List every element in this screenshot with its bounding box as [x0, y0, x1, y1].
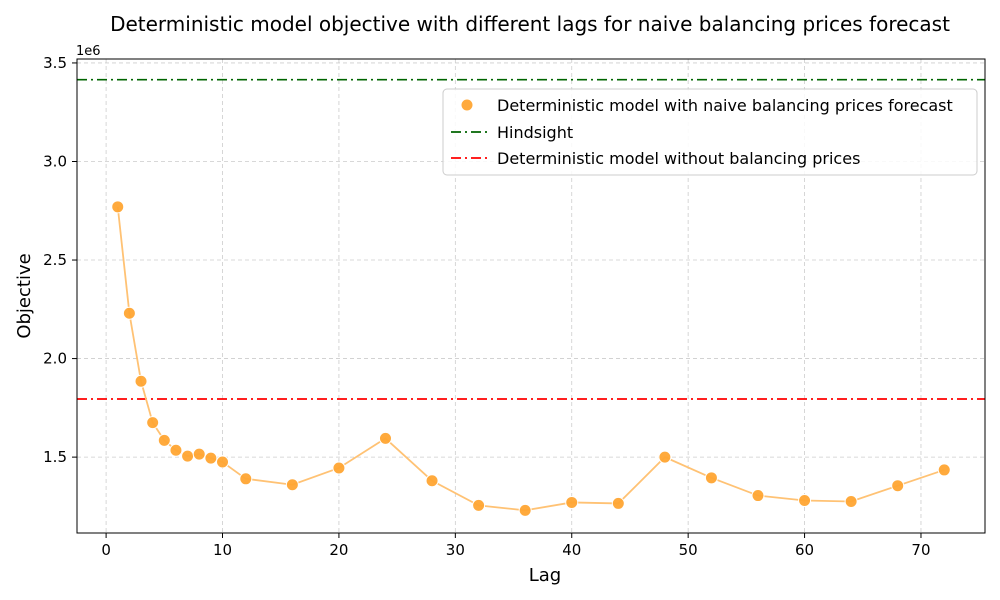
y-tick-label: 1.5: [43, 448, 67, 466]
data-point: [798, 493, 812, 507]
y-offset-label: 1e6: [76, 44, 101, 59]
data-point: [332, 461, 346, 475]
data-point: [378, 431, 392, 445]
legend-label: Hindsight: [497, 123, 573, 142]
data-point: [157, 433, 171, 447]
data-point: [565, 495, 579, 509]
x-tick-label: 60: [795, 541, 814, 559]
legend-label: Deterministic model without balancing pr…: [497, 149, 860, 168]
data-point: [518, 503, 532, 517]
legend: Deterministic model with naive balancing…: [442, 88, 978, 176]
x-tick-label: 0: [101, 541, 111, 559]
y-tick-label: 3.0: [43, 152, 67, 170]
data-point: [204, 451, 218, 465]
data-point: [611, 496, 625, 510]
data-series: [111, 200, 951, 517]
axis-ticks: 0 10 20 30 40 50 60 70 1.5 2.0 2.5 3.0 3.5: [43, 54, 930, 559]
legend-marker-swatch: [460, 98, 474, 112]
data-point: [891, 479, 905, 493]
data-point: [134, 374, 148, 388]
data-point: [285, 478, 299, 492]
data-point: [239, 472, 253, 486]
data-point: [844, 494, 858, 508]
plot-area-frame: [76, 58, 986, 534]
x-tick-label: 20: [329, 541, 348, 559]
data-point: [122, 306, 136, 320]
chart-title: Deterministic model objective with diffe…: [110, 12, 950, 36]
data-point: [111, 200, 125, 214]
data-point: [192, 447, 206, 461]
data-point: [704, 471, 718, 485]
data-point: [216, 455, 230, 469]
data-point: [181, 449, 195, 463]
data-point: [472, 498, 486, 512]
data-point: [658, 450, 672, 464]
x-tick-label: 70: [911, 541, 930, 559]
data-point: [425, 474, 439, 488]
x-tick-label: 30: [446, 541, 465, 559]
y-tick-label: 2.5: [43, 251, 67, 269]
y-axis-label: Objective: [14, 253, 35, 338]
legend-label: Deterministic model with naive balancing…: [497, 96, 953, 115]
x-tick-label: 10: [213, 541, 232, 559]
data-point: [169, 443, 183, 457]
data-point: [751, 489, 765, 503]
x-axis-label: Lag: [529, 565, 561, 586]
reference-lines: [77, 78, 985, 400]
y-tick-label: 2.0: [43, 350, 67, 368]
legend-box: [442, 88, 978, 176]
data-point: [146, 416, 160, 430]
data-point: [937, 463, 951, 477]
x-tick-label: 50: [679, 541, 698, 559]
y-tick-label: 3.5: [43, 54, 67, 72]
x-tick-label: 40: [562, 541, 581, 559]
